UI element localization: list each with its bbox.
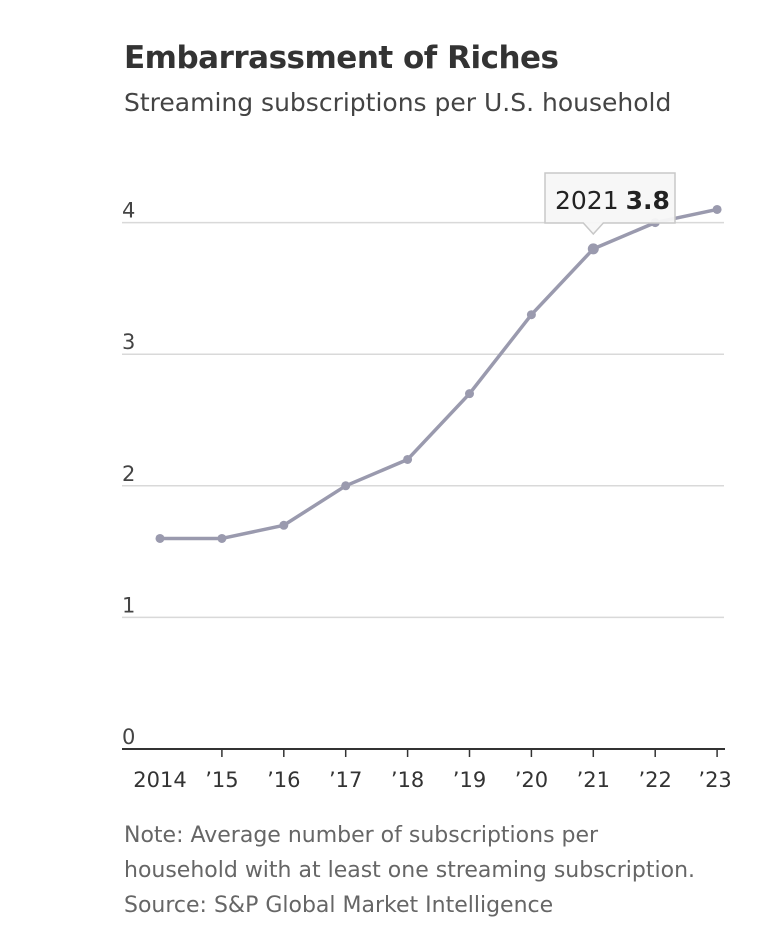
y-axis-tick-labels: 0 1 2 3 4 [122, 199, 135, 749]
x-axis [122, 748, 725, 757]
series-layer [155, 204, 722, 543]
data-point-2021[interactable] [587, 243, 599, 255]
x-tick-label-2023: ’23 [698, 768, 731, 792]
x-tick-label-2020: ’20 [515, 768, 548, 792]
x-axis-tick-labels: 2014 ’15 ’16 ’17 ’18 ’19 ’20 ’21 ’22 ’23 [133, 768, 732, 792]
data-point-2020[interactable] [526, 310, 536, 320]
x-tick-label-2016: ’16 [267, 768, 300, 792]
data-point-2019[interactable] [465, 389, 474, 399]
data-point-2023[interactable] [712, 204, 722, 214]
gridlines [122, 221, 724, 619]
x-tick-label-2018: ’18 [391, 768, 424, 792]
tooltip-year: 2021 [555, 186, 619, 215]
tooltip-box [544, 172, 676, 236]
series-line-0 [158, 207, 719, 541]
source-line: Source: S&P Global Market Intelligence [124, 893, 554, 918]
y-tick-label-4: 4 [122, 199, 135, 223]
x-tick-label-2022: ’22 [638, 768, 671, 792]
line-chart: 0 1 2 3 4 2014 ’15 ’16 ’17 ’18 ’19 ’20 ’21 ’22 ’23 20… [122, 172, 732, 792]
y-tick-label-3: 3 [122, 330, 135, 354]
data-point-2016[interactable] [279, 520, 289, 530]
x-tick-label-2021: ’21 [577, 768, 610, 792]
data-point-2015[interactable] [217, 533, 227, 543]
x-tick-label-2019: ’19 [453, 768, 486, 792]
chart-subtitle: Streaming subscriptions per U.S. househo… [124, 88, 672, 117]
note-line-1: Note: Average number of subscriptions pe… [124, 823, 599, 848]
note-line-2: household with at least one streaming su… [124, 858, 696, 883]
tooltip-text: 2021 3.8 [555, 186, 670, 215]
x-tick-label-2017: ’17 [329, 768, 362, 792]
tooltip-value: 3.8 [626, 186, 670, 215]
chart-title: Embarrassment of Riches [124, 40, 559, 76]
x-tick-label-2015: ’15 [205, 768, 238, 792]
chart-footnote: Note: Average number of subscriptions pe… [124, 818, 724, 923]
data-point-2017[interactable] [341, 481, 351, 491]
y-tick-label-2: 2 [122, 462, 135, 486]
tooltip[interactable]: 2021 3.8 [544, 172, 676, 236]
data-point-2018[interactable] [403, 454, 413, 464]
y-tick-label-1: 1 [122, 593, 135, 617]
y-tick-label-0: 0 [122, 725, 135, 749]
x-tick-label-2014: 2014 [133, 768, 186, 792]
data-point-2014[interactable] [155, 533, 165, 543]
